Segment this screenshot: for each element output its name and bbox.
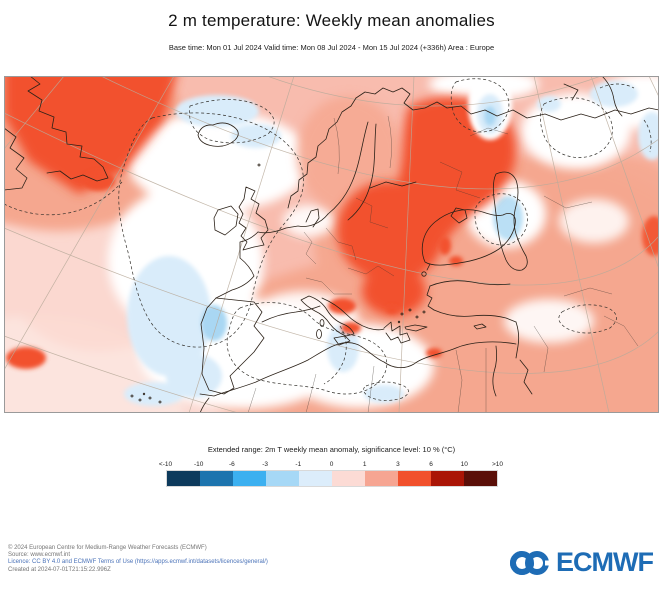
footer-created: Created at 2024-07-01T21:15:22.996Z (8, 566, 111, 573)
map-frame-border (4, 76, 659, 413)
map-significance-contours (4, 78, 652, 401)
colorbar-segment (397, 471, 431, 486)
anomaly-map-svg (4, 76, 659, 413)
colorbar-tick-label: 10 (460, 461, 468, 468)
colorbar-segment (232, 471, 266, 486)
colorbar-segment (265, 471, 299, 486)
colorbar-tick-label: -6 (229, 461, 235, 468)
colorbar-tick-label: 3 (396, 461, 400, 468)
colorbar (165, 470, 498, 487)
colorbar-segment (166, 471, 200, 486)
legend-title: Extended range: 2m T weekly mean anomaly… (207, 445, 456, 454)
colorbar-segment (463, 471, 497, 486)
colorbar-tick-label: 6 (429, 461, 433, 468)
colorbar-segment (298, 471, 332, 486)
colorbar-segment (331, 471, 365, 486)
colorbar-tick-label: -10 (193, 461, 204, 468)
colorbar-tick-label: -1 (295, 461, 302, 468)
colorbar-tick-label: -3 (262, 461, 268, 468)
colorbar-ticks: <-10 -10 -6 -3 -1 0 1 3 6 10 >10 (159, 461, 503, 469)
footer-licence: Licence: CC BY 4.0 and ECMWF Terms of Us… (8, 559, 268, 566)
ecmwf-logo-text: ECMWF (556, 547, 654, 577)
colorbar-tick-label: >10 (491, 461, 504, 468)
colorbar-tick-label: <-10 (158, 461, 173, 468)
colorbar-wrap: <-10 -10 -6 -3 -1 0 1 3 6 10 >10 (159, 461, 503, 487)
ecmwf-logo-icon (510, 550, 550, 575)
page-title: 2 m temperature: Weekly mean anomalies (168, 11, 495, 30)
footer-copyright: © 2024 European Centre for Medium-Range … (8, 545, 207, 551)
map-graticule (4, 76, 659, 413)
colorbar-tick-label: 0 (329, 461, 334, 468)
legend: Extended range: 2m T weekly mean anomaly… (0, 445, 663, 487)
colorbar-segment (364, 471, 398, 486)
colorbar-tick-label: 1 (362, 461, 367, 468)
map-coastlines (4, 76, 659, 413)
anomaly-map (4, 76, 659, 413)
footer: © 2024 European Centre for Medium-Range … (8, 545, 268, 574)
map-warm-anomaly-cores (4, 76, 517, 316)
ecmwf-logo: ECMWF (509, 547, 654, 578)
map-country-borders (247, 115, 639, 413)
footer-source: Source: www.ecmwf.int (8, 552, 71, 559)
map-anomaly-field (4, 76, 659, 413)
colorbar-segment (199, 471, 233, 486)
chart-subtitle: Base time: Mon 01 Jul 2024 Valid time: M… (168, 43, 495, 52)
colorbar-segment (430, 471, 464, 486)
